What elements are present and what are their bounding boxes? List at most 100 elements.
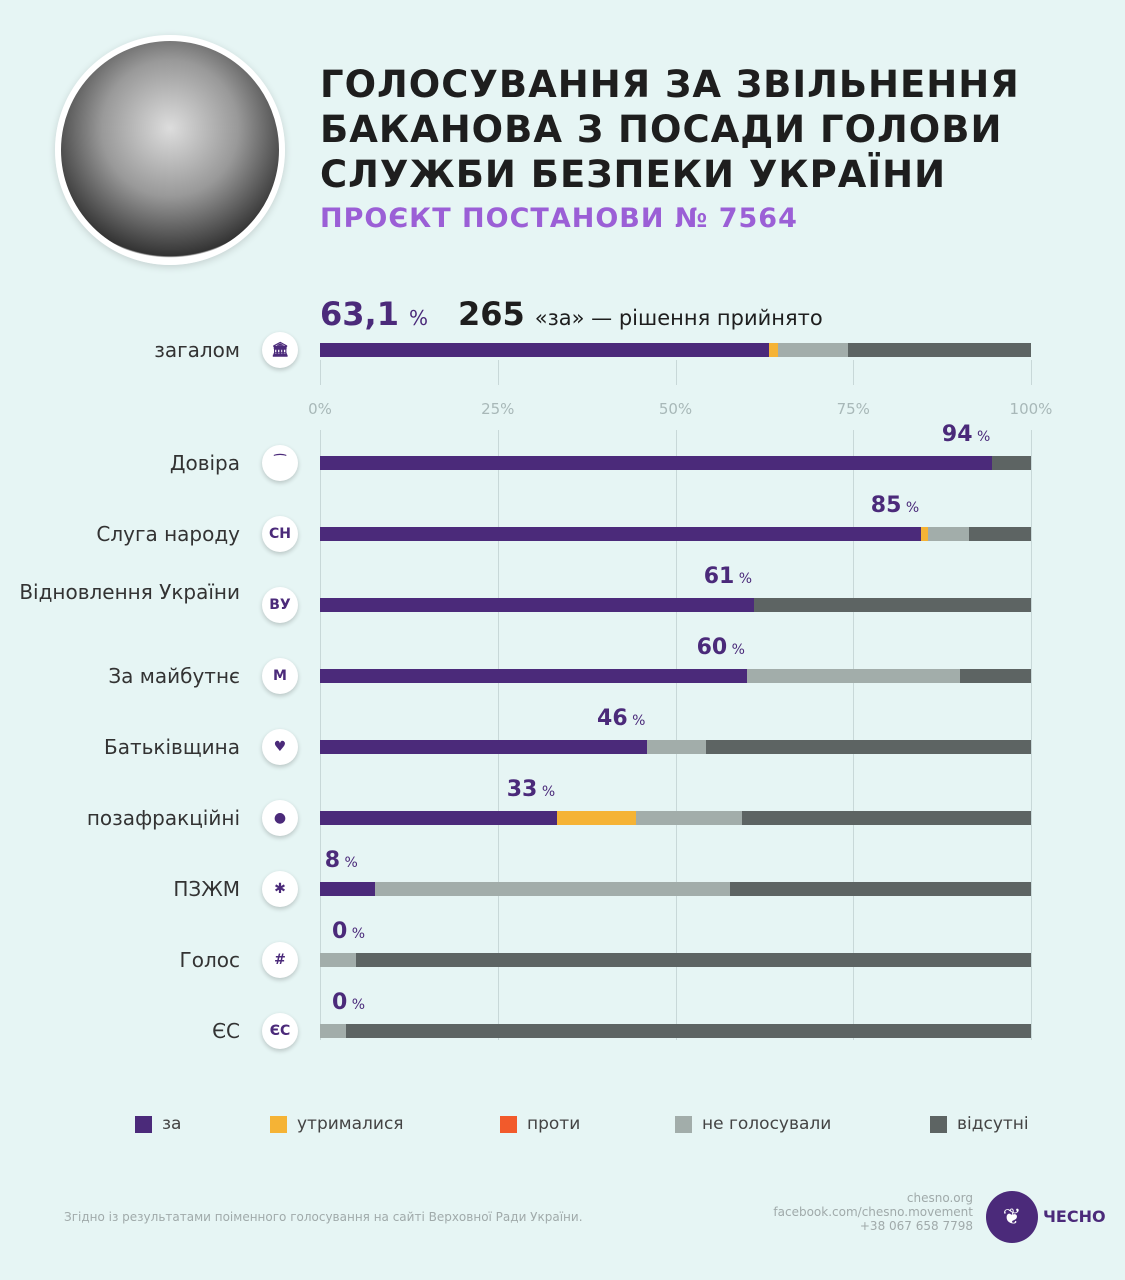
summary-percent-sign: % (408, 306, 428, 330)
bar-segment-absent (991, 456, 1031, 470)
percent-sign: % (347, 926, 366, 942)
bar-segment-za (320, 740, 648, 754)
bar-segment-za (320, 882, 375, 896)
za-maibutnie-logo: M (262, 658, 298, 694)
dovira-logo: ⁀ (262, 445, 298, 481)
facebook-link[interactable]: facebook.com/chesno.movement (773, 1205, 973, 1219)
summary-count: 265 (457, 295, 525, 333)
percent-label: 85 % (871, 493, 919, 518)
stacked-bar (320, 669, 1031, 683)
stacked-bar (320, 882, 1031, 896)
stacked-bar (320, 527, 1031, 541)
bar-segment-za (320, 598, 754, 612)
bar-segment-absent (969, 527, 1031, 541)
summary-percent: 63,1 (320, 295, 399, 333)
bar-segment-za (320, 669, 747, 683)
bar-segment-za (320, 343, 769, 357)
contacts: chesno.org facebook.com/chesno.movement … (773, 1191, 973, 1233)
bar-segment-abstained (920, 527, 928, 541)
percent-value: 0 (332, 990, 348, 1015)
bar-segment-absent (847, 343, 1031, 357)
bar-segment-absent (742, 811, 1031, 825)
page-title: ГОЛОСУВАННЯ ЗА ЗВІЛЬНЕННЯ БАКАНОВА З ПОС… (320, 62, 1020, 197)
gridline (497, 430, 499, 1040)
row-label: позафракційні (86, 806, 240, 830)
percent-sign: % (627, 713, 646, 729)
legend-swatch (500, 1115, 517, 1133)
gridline (320, 430, 321, 1040)
bar-segment-za (320, 527, 921, 541)
tick-label: 100% (1009, 400, 1053, 418)
legend-label: відсутні (957, 1114, 1029, 1134)
legend-label: не голосували (702, 1114, 832, 1134)
gridline (1031, 360, 1032, 385)
bar-segment-absent (706, 740, 1031, 754)
legend-za: за (135, 1114, 181, 1134)
bar-segment-not-voted (647, 740, 707, 754)
source-note: Згідно із результатами поіменного голосу… (64, 1210, 583, 1224)
title-line: ГОЛОСУВАННЯ ЗА ЗВІЛЬНЕННЯ (320, 63, 1020, 106)
bar-segment-absent (346, 1024, 1031, 1038)
row-label: Батьківщина (103, 735, 240, 759)
tick-label: 75% (836, 400, 870, 418)
row-label: ЄС (212, 1019, 240, 1043)
percent-label: 60 % (697, 635, 745, 660)
percent-label: 94 % (942, 422, 990, 447)
bar-segment-not-voted (746, 669, 960, 683)
percent-label: 8 % (325, 848, 358, 873)
chesno-logo-text: ЧЕСНО (1043, 1207, 1106, 1226)
pzzhm-logo: ✱ (262, 871, 298, 907)
bar-segment-absent (753, 598, 1031, 612)
legend-abstained: утрималися (270, 1114, 404, 1134)
percent-value: 60 (696, 635, 728, 660)
bar-segment-za (320, 811, 557, 825)
tick-label: 0% (308, 400, 332, 418)
stacked-bar (320, 953, 1031, 967)
percent-sign: % (727, 642, 745, 658)
person-icon: ● (262, 800, 298, 836)
tick-label: 50% (658, 400, 693, 418)
stacked-bar (320, 740, 1031, 754)
bar-segment-za (320, 456, 992, 470)
bar-segment-absent (959, 669, 1031, 683)
percent-value: 85 (870, 493, 902, 518)
gridline (1031, 430, 1032, 1040)
stacked-bar (320, 456, 1031, 470)
percent-value: 46 (597, 706, 628, 731)
row-label: Слуга народу (96, 522, 240, 546)
percent-value: 94 (941, 422, 973, 447)
vu-logo: ВУ (262, 587, 298, 623)
legend-swatch (675, 1115, 692, 1133)
heart-icon: ♥ (262, 729, 298, 765)
gridline (853, 360, 855, 385)
percent-sign: % (901, 500, 920, 516)
percent-label: 33 % (507, 777, 555, 802)
parliament-icon: 🏛 (262, 332, 298, 368)
percent-value: 61 (703, 564, 735, 589)
gridline (320, 360, 321, 385)
legend-swatch (930, 1115, 947, 1133)
portrait-photo (55, 35, 285, 265)
phone: +38 067 658 7798 (859, 1219, 973, 1233)
row-label: Відновлення України (19, 580, 240, 604)
bar-segment-abstained (768, 343, 778, 357)
summary-text: «за» — рішення прийнято (534, 306, 823, 330)
gridline (853, 430, 855, 1040)
sluha-logo: СН (262, 516, 298, 552)
bar-segment-not-voted (635, 811, 743, 825)
legend-swatch (135, 1115, 152, 1133)
bar-segment-absent (730, 882, 1031, 896)
legend-label: за (162, 1114, 182, 1134)
percent-label: 46 % (597, 706, 645, 731)
percent-label: 0 % (332, 919, 365, 944)
bar-segment-abstained (556, 811, 636, 825)
bar-segment-not-voted (320, 953, 356, 967)
stacked-bar (320, 598, 1031, 612)
garlic-logo-icon: ❦ (986, 1191, 1038, 1243)
legend-label: утрималися (297, 1114, 404, 1134)
percent-label: 0 % (332, 990, 365, 1015)
site-link[interactable]: chesno.org (906, 1191, 973, 1205)
gridline (675, 430, 677, 1040)
percent-sign: % (347, 997, 366, 1013)
